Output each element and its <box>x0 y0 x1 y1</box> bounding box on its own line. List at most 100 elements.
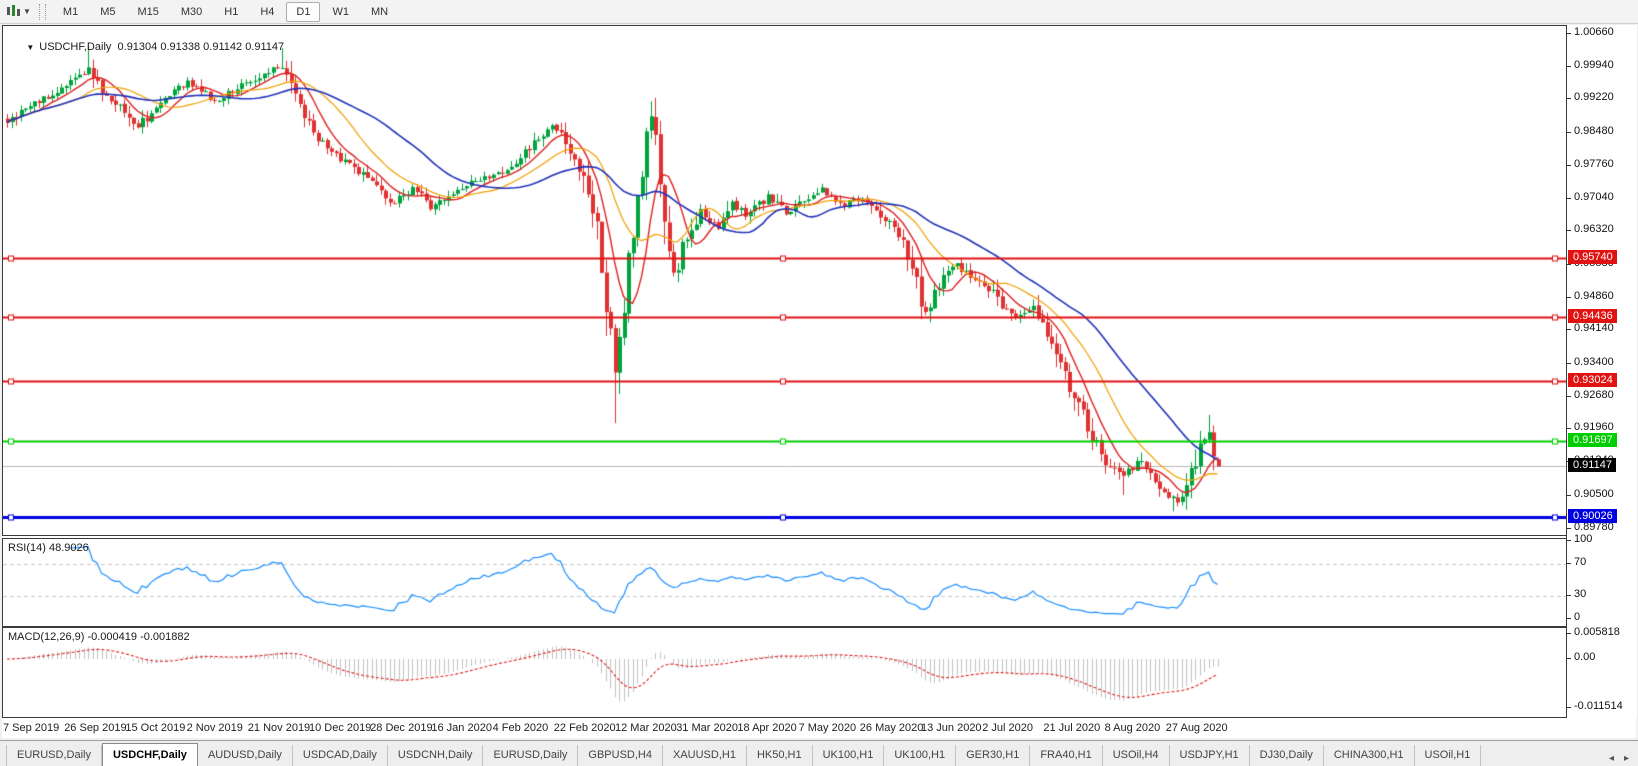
axis-tick <box>1567 132 1571 133</box>
date-axis-label: 16 Jan 2020 <box>431 722 492 734</box>
tab-eurusd-daily[interactable]: EURUSD,Daily <box>6 745 102 766</box>
chart-window: ▼ USDCHF,Daily 0.91304 0.91338 0.91142 0.… <box>2 25 1637 738</box>
date-axis-label: 10 Dec 2019 <box>309 722 372 734</box>
ohlc-high: 0.91338 <box>160 41 201 53</box>
axis-tick <box>1567 707 1571 708</box>
price-level-badge: 0.93024 <box>1568 373 1617 387</box>
chart-symbol: USDCHF,Daily <box>39 41 112 53</box>
date-axis-label: 22 Feb 2020 <box>553 722 616 734</box>
chart-type-button[interactable]: ▼ <box>2 3 35 20</box>
axis-tick <box>1567 363 1571 364</box>
axis-tick <box>1567 264 1571 265</box>
timeframe-button-d1[interactable]: D1 <box>286 1 321 22</box>
tab-uk100-h1[interactable]: UK100,H1 <box>884 745 957 766</box>
current-price-badge: 0.91147 <box>1568 458 1616 472</box>
axis-tick <box>1567 540 1571 541</box>
axis-tick <box>1567 658 1571 659</box>
axis-tick <box>1567 528 1571 529</box>
tab-usdjpy-h1[interactable]: USDJPY,H1 <box>1170 745 1250 766</box>
axis-tick <box>1567 297 1571 298</box>
date-axis-label: 7 Sep 2019 <box>3 722 60 734</box>
date-axis-label: 26 May 2020 <box>859 722 924 734</box>
price-axis-label: 0.98480 <box>1574 125 1614 137</box>
price-axis-label: 0.93400 <box>1574 356 1614 368</box>
tab-usdcad-daily[interactable]: USDCAD,Daily <box>293 745 388 766</box>
tab-audusd-daily[interactable]: AUDUSD,Daily <box>198 745 293 766</box>
tab-dj30-daily[interactable]: DJ30,Daily <box>1250 745 1324 766</box>
main-chart-canvas[interactable] <box>3 26 1566 535</box>
price-axis-label: 0.89780 <box>1574 521 1614 533</box>
macd-axis-label: 0.005818 <box>1574 626 1620 638</box>
chart-title: ▼ USDCHF,Daily 0.91304 0.91338 0.91142 0.… <box>8 29 284 65</box>
timeframe-button-w1[interactable]: W1 <box>332 5 349 18</box>
date-axis-label: 13 Jun 2020 <box>921 722 982 734</box>
price-chart-pane[interactable]: ▼ USDCHF,Daily 0.91304 0.91338 0.91142 0.… <box>2 25 1567 536</box>
tab-ger30-h1[interactable]: GER30,H1 <box>956 745 1031 766</box>
tab-china300-h1[interactable]: CHINA300,H1 <box>1324 745 1415 766</box>
tab-hk50-h1[interactable]: HK50,H1 <box>747 745 813 766</box>
timeframe-button-h4[interactable]: H4 <box>260 5 275 18</box>
axis-tick <box>1567 618 1571 619</box>
macd-axis-label: 0.00 <box>1574 651 1596 663</box>
date-axis-label: 28 Dec 2019 <box>370 722 433 734</box>
tab-eurusd-daily[interactable]: EURUSD,Daily <box>483 745 579 766</box>
timeframe-button-row: M1 M5 M15 M30 H1 H4 D1 W1 MN <box>52 1 399 22</box>
price-level-badge: 0.95740 <box>1568 250 1617 264</box>
axis-tick <box>1567 230 1571 231</box>
tab-usoil-h1[interactable]: USOil,H1 <box>1415 745 1482 766</box>
date-axis-label: 27 Aug 2020 <box>1165 722 1228 734</box>
toolbar-grip <box>38 3 46 20</box>
price-axis-label: 0.96320 <box>1574 223 1614 235</box>
price-axis-label: 0.94140 <box>1574 322 1614 334</box>
date-axis-label: 15 Oct 2019 <box>125 722 186 734</box>
window-menu-icon[interactable]: ▼ <box>26 43 35 52</box>
rsi-axis-label: 100 <box>1574 533 1593 545</box>
tab-gbpusd-h4[interactable]: GBPUSD,H4 <box>578 745 663 766</box>
ohlc-low: 0.91142 <box>203 41 243 53</box>
axis-tick <box>1567 165 1571 166</box>
tab-usdcnh-daily[interactable]: USDCNH,Daily <box>388 745 484 766</box>
top-toolbar: ▼ M1 M5 M15 M30 H1 H4 D1 W1 MN <box>0 0 1638 24</box>
price-level-badge: 0.90026 <box>1568 509 1617 523</box>
rsi-axis-label: 0 <box>1574 611 1581 623</box>
tab-fra40-h1[interactable]: FRA40,H1 <box>1030 745 1103 766</box>
price-axis-label: 0.99220 <box>1574 91 1614 103</box>
tab-uk100-h1[interactable]: UK100,H1 <box>813 745 885 766</box>
rsi-axis-label: 70 <box>1574 556 1587 568</box>
rsi-indicator-pane[interactable]: RSI(14) 48.9026 <box>2 538 1567 627</box>
timeframe-button-m5[interactable]: M5 <box>100 5 116 18</box>
macd-axis-label: -0.011514 <box>1574 700 1623 712</box>
macd-canvas[interactable] <box>3 628 1566 717</box>
price-axis[interactable]: 1.00660 0.99940 0.99220 0.98480 0.97760 0.970… <box>1566 25 1637 718</box>
tab-scroll-left-icon[interactable]: ◂ <box>1608 753 1614 764</box>
timeframe-button-m15[interactable]: M15 <box>137 5 159 18</box>
chevron-down-icon: ▼ <box>23 7 31 16</box>
axis-tick <box>1567 98 1571 99</box>
macd-indicator-pane[interactable]: MACD(12,26,9) -0.000419 -0.001882 <box>2 627 1567 718</box>
tab-scroll-right-icon[interactable]: ▸ <box>1623 753 1629 764</box>
ohlc-open: 0.91304 <box>117 41 158 53</box>
price-level-badge: 0.91697 <box>1568 433 1617 447</box>
timeframe-button-h1[interactable]: H1 <box>224 5 239 18</box>
price-axis-label: 0.99940 <box>1574 59 1614 71</box>
date-axis-label: 18 Apr 2020 <box>737 722 797 734</box>
price-axis-label: 0.90500 <box>1574 488 1614 500</box>
tab-xauusd-h1[interactable]: XAUUSD,H1 <box>663 745 747 766</box>
tabs-holder: EURUSD,Daily USDCHF,Daily AUDUSD,Daily USDC… <box>0 743 1482 766</box>
candlestick-chart-icon <box>6 5 20 18</box>
timeframe-button-mn[interactable]: MN <box>370 5 389 18</box>
rsi-canvas[interactable] <box>3 539 1566 626</box>
tab-usdchf-daily[interactable]: USDCHF,Daily <box>101 743 198 766</box>
axis-tick <box>1567 428 1571 429</box>
date-axis-label: 2 Jul 2020 <box>982 722 1033 734</box>
price-axis-label: 1.00660 <box>1574 26 1614 38</box>
tab-usoil-h4[interactable]: USOil,H4 <box>1103 745 1170 766</box>
timeframe-button-m1[interactable]: M1 <box>62 5 79 18</box>
ohlc-close: 0.91147 <box>245 41 285 53</box>
date-axis[interactable]: 7 Sep 2019 26 Sep 2019 15 Oct 2019 2 Nov 20… <box>2 719 1636 737</box>
timeframe-button-m30[interactable]: M30 <box>180 5 203 18</box>
macd-header: MACD(12,26,9) -0.000419 -0.001882 <box>8 631 190 643</box>
axis-tick <box>1567 329 1571 330</box>
date-axis-label: 7 May 2020 <box>798 722 857 734</box>
price-axis-label: 0.97760 <box>1574 158 1614 170</box>
